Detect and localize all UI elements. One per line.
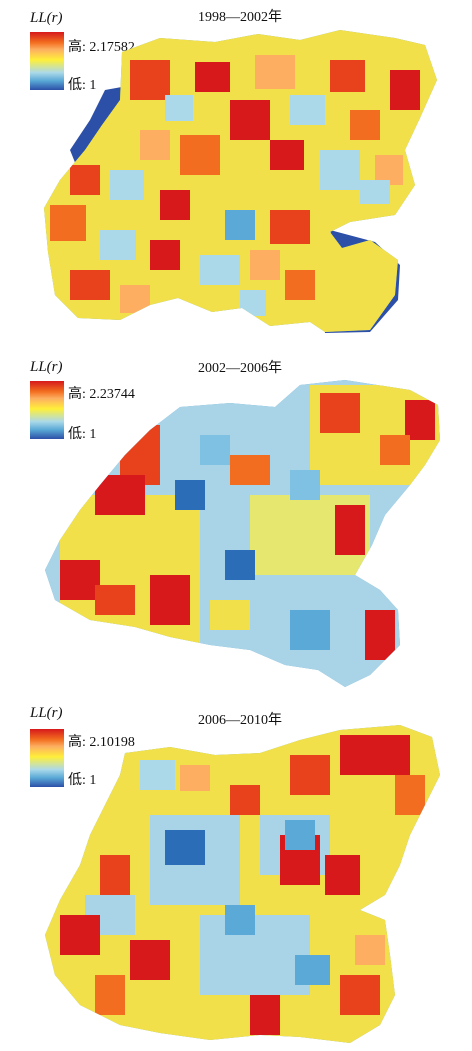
legend-low-label: 低: 1 [68, 78, 97, 93]
legend-variable-label: LL(r) [30, 705, 63, 721]
legend-color-ramp [30, 32, 64, 90]
legend-high-label: 高: 2.10198 [68, 735, 135, 750]
ll-r-raster-map [45, 725, 440, 1043]
panel-title: 2006—2010年 [198, 713, 282, 728]
legend-low-label: 低: 1 [68, 427, 97, 442]
legend-color-ramp [30, 729, 64, 787]
legend-high-label: 高: 2.23744 [68, 387, 135, 402]
legend-color-ramp [30, 381, 64, 439]
map-panel-2002-2006: 2002—2006年 LL(r) 高: 2.23744 低: 1 [0, 345, 472, 690]
panel-title: 1998—2002年 [198, 10, 282, 25]
legend-high-label: 高: 2.17582 [68, 40, 135, 55]
panel-title: 2002—2006年 [198, 361, 282, 376]
map-panel-1998-2002: 1998—2002年 LL(r) 高: 2.17582 低: 1 [0, 0, 472, 340]
ll-r-raster-map [45, 380, 440, 687]
legend-variable-label: LL(r) [30, 10, 63, 26]
map-panel-2006-2010: 2006—2010年 LL(r) 高: 2.10198 低: 1 [0, 695, 472, 1051]
legend-variable-label: LL(r) [30, 359, 63, 375]
ll-r-raster-map [44, 30, 437, 333]
legend-low-label: 低: 1 [68, 773, 97, 788]
